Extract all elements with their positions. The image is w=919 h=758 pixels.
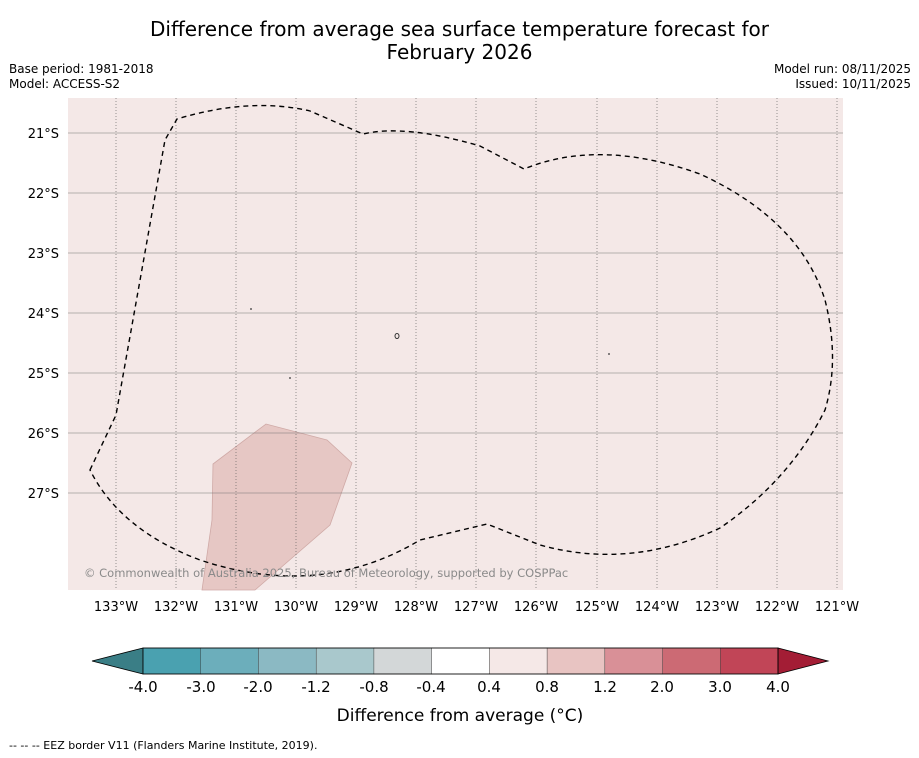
colorbar-bin <box>662 647 721 675</box>
colorbar: -4.0 -3.0 -2.0 -1.2 -0.8 -0.4 0.4 0.8 1.… <box>91 647 830 726</box>
colorbar-tick: -2.0 <box>243 678 272 696</box>
colorbar-tick: -1.2 <box>301 678 330 696</box>
colorbar-bin <box>489 647 548 675</box>
island <box>394 333 400 339</box>
colorbar-tick: -0.4 <box>416 678 445 696</box>
eez-border <box>89 104 834 577</box>
lat-label: 23°S <box>28 247 59 262</box>
lon-label: 128°W <box>394 600 438 615</box>
island <box>608 353 610 355</box>
colorbar-tick: -4.0 <box>128 678 157 696</box>
lon-label: 125°W <box>575 600 619 615</box>
lat-label: 22°S <box>28 187 59 202</box>
map-title: Difference from average sea surface temp… <box>0 18 919 64</box>
lat-label: 25°S <box>28 367 59 382</box>
lat-axis: 21°S 22°S 23°S 24°S 25°S 26°S 27°S <box>28 127 59 502</box>
colorbar-bin <box>142 647 202 675</box>
colorbar-bin <box>315 647 375 675</box>
lat-label: 24°S <box>28 307 59 322</box>
island <box>289 377 291 379</box>
lon-label: 132°W <box>154 600 198 615</box>
colorbar-bin <box>431 647 490 675</box>
model-name: Model: ACCESS-S2 <box>9 77 121 91</box>
colorbar-tick: 0.4 <box>477 678 501 696</box>
lon-label: 123°W <box>695 600 739 615</box>
lon-label: 121°W <box>815 600 859 615</box>
lat-label: 27°S <box>28 487 59 502</box>
colorbar-tick: 4.0 <box>766 678 790 696</box>
colorbar-bin <box>200 647 259 675</box>
lon-label: 133°W <box>94 600 138 615</box>
lon-label: 122°W <box>755 600 799 615</box>
colorbar-label: Difference from average (°C) <box>337 706 584 726</box>
colorbar-tick: 3.0 <box>708 678 732 696</box>
map-panel: © Commonwealth of Australia 2025, Bureau… <box>68 98 843 591</box>
colorbar-bin <box>604 647 664 675</box>
colorbar-ticks: -4.0 -3.0 -2.0 -1.2 -0.8 -0.4 0.4 0.8 1.… <box>128 678 790 696</box>
lat-label: 26°S <box>28 427 59 442</box>
colorbar-bins <box>142 647 779 675</box>
lon-label: 127°W <box>454 600 498 615</box>
colorbar-tick: -0.8 <box>359 678 388 696</box>
model-info: Base period: 1981-2018 Model: ACCESS-S2 <box>9 62 154 92</box>
island <box>250 308 252 310</box>
lon-axis: 133°W 132°W 131°W 130°W 129°W 128°W 127°… <box>94 600 859 615</box>
colorbar-over-arrow <box>777 647 830 675</box>
colorbar-under-arrow <box>91 647 144 675</box>
colorbar-bin <box>258 647 317 675</box>
colorbar-frame <box>142 647 779 675</box>
islands <box>250 308 610 379</box>
colorbar-tick: 0.8 <box>535 678 559 696</box>
lon-label: 131°W <box>214 600 258 615</box>
colorbar-bin <box>720 647 779 675</box>
run-info: Model run: 08/11/2025 Issued: 10/11/2025 <box>774 62 911 92</box>
map-title-line-1: Difference from average sea surface temp… <box>149 17 769 41</box>
lat-label: 21°S <box>28 127 59 142</box>
map-title-line-2: February 2026 <box>386 40 533 64</box>
lon-label: 124°W <box>635 600 679 615</box>
model-run-date: Model run: 08/11/2025 <box>773 62 911 76</box>
eez-source-note: -- -- -- EEZ border V11 (Flanders Marine… <box>9 739 318 752</box>
colorbar-bin <box>373 647 433 675</box>
map-background <box>68 98 843 590</box>
colorbar-tick: 1.2 <box>593 678 617 696</box>
lon-label: 126°W <box>514 600 558 615</box>
issued-date: Issued: 10/11/2025 <box>795 77 911 91</box>
graticule <box>68 98 843 590</box>
lon-label: 129°W <box>334 600 378 615</box>
colorbar-tick: 2.0 <box>650 678 674 696</box>
lon-label: 130°W <box>274 600 318 615</box>
anomaly-patch-warm <box>201 423 353 591</box>
colorbar-tick: -3.0 <box>186 678 215 696</box>
copyright-notice: © Commonwealth of Australia 2025, Bureau… <box>84 566 568 580</box>
colorbar-bin <box>546 647 606 675</box>
base-period: Base period: 1981-2018 <box>9 62 154 76</box>
